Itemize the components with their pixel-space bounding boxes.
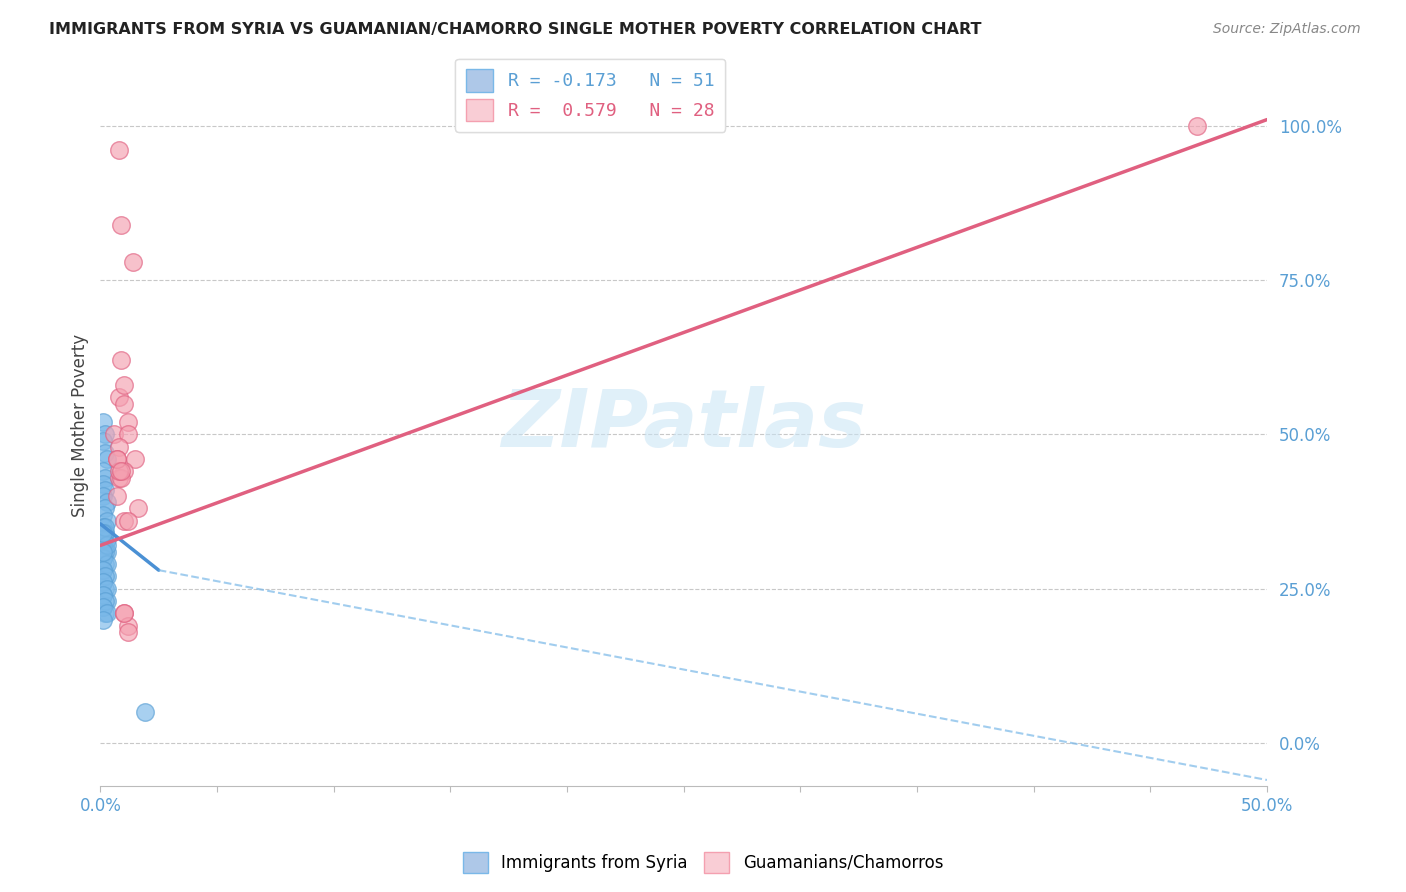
Point <box>91 434 114 448</box>
Point <box>112 607 135 621</box>
Point <box>112 396 135 410</box>
Point <box>110 470 132 484</box>
Point <box>96 533 118 547</box>
Point <box>96 557 118 571</box>
Point <box>91 600 114 615</box>
Legend: Immigrants from Syria, Guamanians/Chamorros: Immigrants from Syria, Guamanians/Chamor… <box>456 846 950 880</box>
Point <box>94 594 117 608</box>
Point <box>94 607 117 621</box>
Point <box>94 470 117 484</box>
Point <box>91 526 114 541</box>
Point <box>94 526 117 541</box>
Point <box>91 575 114 590</box>
Point <box>94 526 117 541</box>
Point <box>94 569 117 583</box>
Point <box>112 514 135 528</box>
Point <box>91 544 114 558</box>
Point <box>110 353 132 368</box>
Point <box>105 452 128 467</box>
Point <box>96 495 118 509</box>
Point <box>108 464 131 478</box>
Text: Source: ZipAtlas.com: Source: ZipAtlas.com <box>1213 22 1361 37</box>
Point <box>108 440 131 454</box>
Point <box>108 390 131 404</box>
Point <box>108 144 131 158</box>
Text: IMMIGRANTS FROM SYRIA VS GUAMANIAN/CHAMORRO SINGLE MOTHER POVERTY CORRELATION CH: IMMIGRANTS FROM SYRIA VS GUAMANIAN/CHAMO… <box>49 22 981 37</box>
Point <box>103 427 125 442</box>
Point <box>96 538 118 552</box>
Point <box>91 563 114 577</box>
Point <box>94 520 117 534</box>
Point <box>117 618 139 632</box>
Point <box>96 582 118 596</box>
Point <box>91 508 114 522</box>
Point <box>91 476 114 491</box>
Point <box>108 470 131 484</box>
Point <box>96 569 118 583</box>
Point <box>94 582 117 596</box>
Point <box>96 452 118 467</box>
Point <box>91 533 114 547</box>
Point <box>91 533 114 547</box>
Point <box>91 588 114 602</box>
Point <box>112 607 135 621</box>
Point <box>94 446 117 460</box>
Point <box>94 538 117 552</box>
Point <box>94 427 117 442</box>
Point <box>94 557 117 571</box>
Point <box>91 538 114 552</box>
Point <box>94 483 117 497</box>
Point <box>127 501 149 516</box>
Point <box>124 452 146 467</box>
Point <box>91 600 114 615</box>
Point <box>117 624 139 639</box>
Point <box>96 607 118 621</box>
Point <box>91 550 114 565</box>
Point <box>110 464 132 478</box>
Point <box>1185 119 1208 133</box>
Point <box>117 415 139 429</box>
Point <box>94 501 117 516</box>
Point <box>105 489 128 503</box>
Text: ZIPatlas: ZIPatlas <box>501 386 866 464</box>
Point <box>96 594 118 608</box>
Point <box>91 588 114 602</box>
Point <box>117 427 139 442</box>
Point <box>91 526 114 541</box>
Point <box>94 544 117 558</box>
Point <box>112 464 135 478</box>
Point <box>134 705 156 719</box>
Point <box>112 378 135 392</box>
Point <box>91 489 114 503</box>
Point <box>96 544 118 558</box>
Point <box>110 218 132 232</box>
Point <box>91 613 114 627</box>
Legend: R = -0.173   N = 51, R =  0.579   N = 28: R = -0.173 N = 51, R = 0.579 N = 28 <box>456 59 725 132</box>
Point <box>122 254 145 268</box>
Point <box>91 520 114 534</box>
Point <box>105 452 128 467</box>
Point <box>91 415 114 429</box>
Point <box>96 514 118 528</box>
Point <box>91 550 114 565</box>
Point <box>91 575 114 590</box>
Y-axis label: Single Mother Poverty: Single Mother Poverty <box>72 334 89 516</box>
Point <box>117 514 139 528</box>
Point <box>91 563 114 577</box>
Point <box>91 464 114 478</box>
